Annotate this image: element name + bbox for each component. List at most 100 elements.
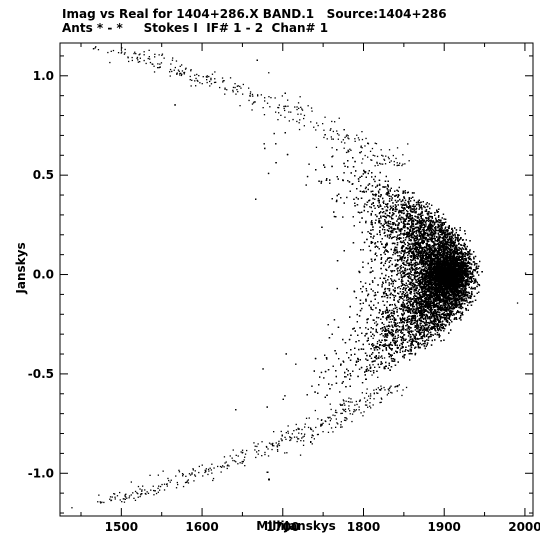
data-point [311, 443, 313, 445]
data-point [420, 291, 422, 293]
data-point [449, 262, 451, 265]
chart-title: Imag vs Real for 1404+286.X BAND.1 Sourc… [62, 7, 447, 21]
data-point [422, 310, 424, 312]
data-point [406, 329, 408, 331]
data-point [410, 300, 413, 302]
data-point [432, 297, 435, 299]
data-point [413, 335, 415, 337]
data-point [416, 315, 419, 317]
data-point [447, 264, 449, 267]
data-point [460, 288, 462, 290]
data-point [425, 269, 427, 272]
data-point [395, 215, 397, 217]
data-point [411, 233, 413, 235]
data-point [412, 251, 415, 253]
data-point [396, 337, 398, 340]
scatter-points [71, 46, 527, 509]
data-point [299, 96, 301, 98]
data-point [419, 235, 421, 237]
data-point [432, 250, 434, 252]
data-point [268, 72, 270, 74]
data-point [410, 232, 413, 235]
data-point [429, 253, 431, 255]
data-point [409, 243, 411, 245]
data-point [372, 364, 374, 366]
data-point [437, 282, 439, 284]
data-point [412, 330, 414, 332]
data-point [408, 301, 411, 304]
data-point [369, 206, 371, 208]
data-point [454, 277, 457, 279]
data-point [422, 268, 424, 271]
data-point [413, 211, 415, 213]
data-point [431, 268, 433, 271]
data-point [430, 289, 432, 291]
data-point [417, 280, 420, 283]
data-point [440, 293, 443, 295]
data-point [442, 299, 444, 301]
data-point [421, 295, 423, 297]
data-point [464, 279, 467, 281]
data-point [423, 273, 425, 275]
data-point [426, 276, 428, 278]
data-point [398, 307, 401, 309]
data-point [425, 222, 427, 224]
data-point [415, 279, 417, 281]
data-point [428, 259, 430, 261]
data-point [425, 229, 427, 232]
data-point [416, 237, 418, 239]
data-point [429, 252, 431, 254]
data-point [329, 403, 331, 405]
data-point [438, 261, 440, 263]
data-point [416, 304, 418, 307]
data-point [436, 298, 438, 300]
data-point [432, 303, 434, 306]
data-point [369, 354, 371, 357]
data-point [372, 337, 374, 339]
data-point [401, 233, 403, 235]
data-point [426, 263, 428, 265]
data-point [381, 357, 383, 359]
data-point [442, 288, 444, 290]
data-point [441, 273, 443, 275]
data-point [412, 246, 414, 248]
chart-subtitle: Ants * - * Stokes I IF# 1 - 2 Chan# 1 [62, 21, 328, 35]
data-point [330, 408, 332, 411]
data-point [405, 292, 407, 295]
data-point [437, 302, 439, 304]
data-point [441, 268, 443, 270]
data-point [425, 249, 427, 251]
data-point [383, 357, 386, 359]
data-point [435, 248, 438, 251]
data-point [409, 322, 412, 324]
data-point [434, 288, 436, 290]
data-point [377, 376, 379, 378]
data-point [462, 265, 464, 267]
data-point [446, 265, 448, 267]
data-point [416, 235, 419, 237]
data-point [401, 241, 403, 244]
data-point [408, 321, 411, 323]
data-point [425, 294, 427, 296]
data-point [400, 332, 403, 334]
data-point [431, 290, 433, 292]
data-point [384, 206, 386, 208]
data-point [409, 311, 412, 314]
data-point [426, 262, 428, 264]
data-point [425, 267, 428, 270]
data-point [404, 233, 406, 235]
data-point [430, 284, 432, 286]
data-point [374, 194, 376, 196]
data-point [414, 292, 416, 294]
data-point [420, 302, 422, 304]
data-point [384, 335, 386, 337]
data-point [437, 282, 439, 284]
data-point [330, 136, 332, 138]
data-point [427, 261, 430, 263]
data-point [417, 303, 419, 305]
data-point [389, 221, 392, 223]
data-point [407, 280, 410, 282]
data-point [456, 282, 458, 284]
data-point [432, 252, 434, 254]
data-point [383, 336, 386, 338]
